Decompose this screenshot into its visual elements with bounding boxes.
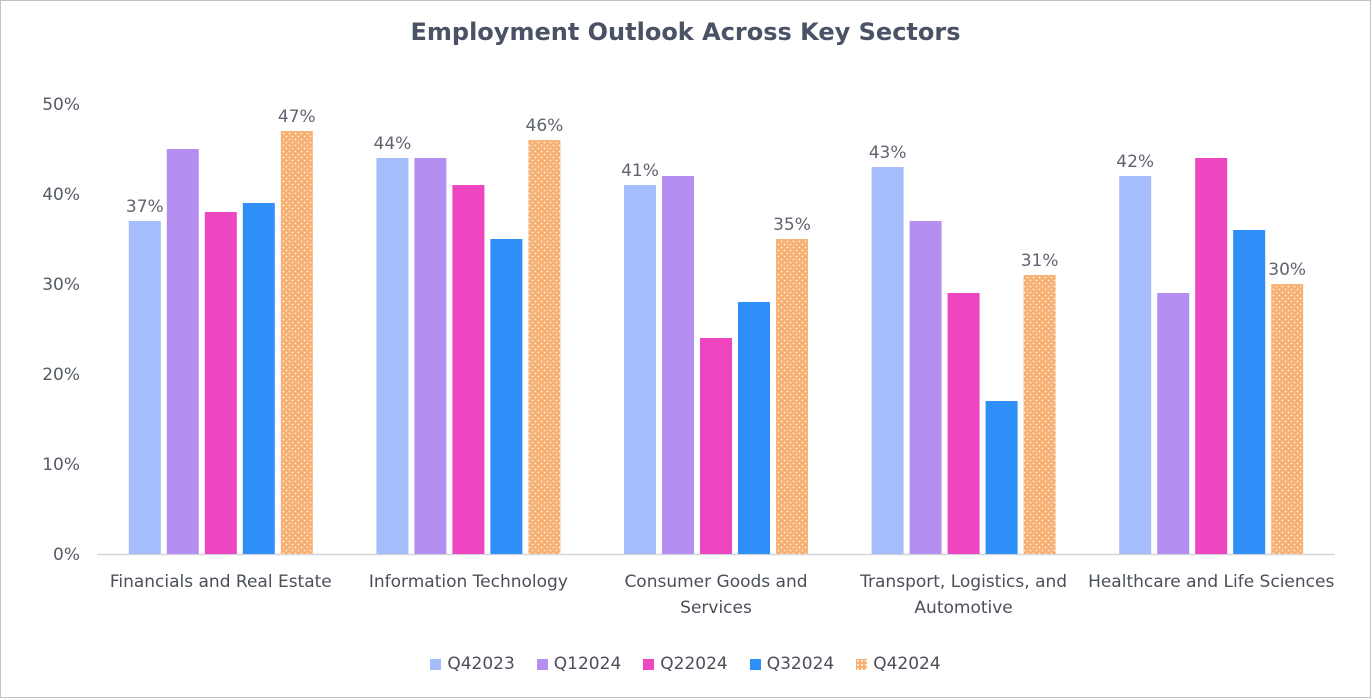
data-label: 35% <box>773 215 811 235</box>
bar-q42023-3 <box>871 167 904 554</box>
bar-q42024-3 <box>1023 275 1056 554</box>
legend-swatch <box>643 658 655 670</box>
y-tick-label: 50% <box>42 95 80 115</box>
data-label: 30% <box>1268 260 1306 280</box>
bar-q42023-2 <box>624 185 656 554</box>
y-tick-label: 10% <box>42 455 80 475</box>
legend-label: Q12024 <box>553 654 622 674</box>
legend-item: Q22024 <box>643 654 728 674</box>
category-label: Automotive <box>914 598 1012 618</box>
data-label: 42% <box>1116 152 1154 172</box>
y-tick-label: 0% <box>53 545 80 565</box>
bar-q42023-1 <box>376 158 409 554</box>
bar-q12024-4 <box>1157 293 1190 554</box>
bar-q22024-4 <box>1195 158 1228 554</box>
legend-item: Q32024 <box>749 654 835 674</box>
legend-item: Q42023 <box>430 654 515 674</box>
legend: Q42023 Q12024 Q22024 Q32024 Q42024 <box>0 654 1371 674</box>
category-label: Financials and Real Estate <box>110 572 332 592</box>
chart-title: Employment Outlook Across Key Sectors <box>410 18 961 46</box>
category-label: Services <box>680 598 752 618</box>
legend-item: Q42024 <box>856 654 941 674</box>
data-label: 31% <box>1021 251 1059 271</box>
bar-q22024-0 <box>204 212 237 554</box>
bar-q12024-3 <box>909 221 942 554</box>
data-label: 44% <box>374 134 412 154</box>
legend-label: Q42024 <box>873 654 941 674</box>
data-label: 46% <box>526 116 564 136</box>
bar-q32024-0 <box>242 203 275 554</box>
legend-label: Q22024 <box>660 654 728 674</box>
y-tick-label: 30% <box>42 275 80 295</box>
legend-swatch <box>536 658 548 670</box>
bar-q42024-0 <box>280 131 313 554</box>
bar-q42024-4 <box>1271 284 1304 554</box>
category-label: Transport, Logistics, and <box>859 572 1067 592</box>
data-label: 37% <box>126 197 164 217</box>
bar-q12024-0 <box>166 149 199 554</box>
bar-q32024-2 <box>738 302 770 554</box>
legend-item: Q12024 <box>536 654 622 674</box>
bar-q42023-4 <box>1119 176 1152 554</box>
bar-q12024-1 <box>414 158 447 554</box>
bar-q42023-0 <box>128 221 161 554</box>
bar-q32024-3 <box>985 401 1018 554</box>
category-label: Consumer Goods and <box>624 572 807 592</box>
bar-q22024-3 <box>947 293 980 554</box>
category-label: Information Technology <box>369 572 568 592</box>
bar-q42024-2 <box>776 239 808 554</box>
category-label: Healthcare and Life Sciences <box>1088 572 1334 592</box>
data-label: 47% <box>278 107 316 127</box>
bar-q22024-1 <box>452 185 485 554</box>
bar-q32024-4 <box>1233 230 1266 554</box>
bar-q22024-2 <box>700 338 732 554</box>
bar-q32024-1 <box>490 239 523 554</box>
y-tick-label: 20% <box>42 365 80 385</box>
y-tick-label: 40% <box>42 185 80 205</box>
data-label: 41% <box>621 161 659 181</box>
legend-swatch <box>749 658 761 670</box>
legend-swatch <box>856 658 868 670</box>
bar-q42024-1 <box>528 140 561 554</box>
legend-label: Q42023 <box>447 654 515 674</box>
data-label: 43% <box>869 143 907 163</box>
legend-label: Q32024 <box>766 654 835 674</box>
bar-q12024-2 <box>662 176 694 554</box>
legend-swatch <box>430 658 442 670</box>
